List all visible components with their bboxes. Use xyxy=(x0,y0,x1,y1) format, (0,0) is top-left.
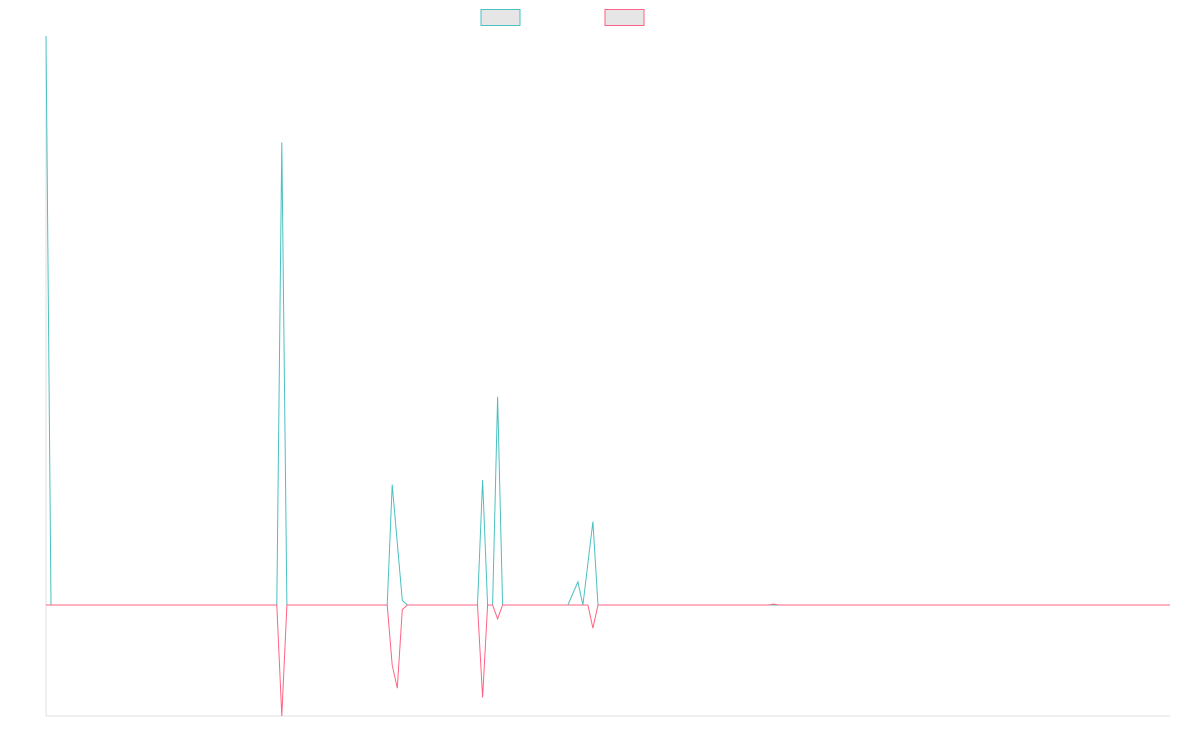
axes xyxy=(45,36,1170,717)
series-line-2 xyxy=(46,603,1170,717)
legend-swatch-2[interactable] xyxy=(604,9,645,26)
series-line-1 xyxy=(45,35,1170,606)
legend-swatch-1[interactable] xyxy=(480,9,521,26)
legend xyxy=(480,9,645,26)
series-group xyxy=(45,35,1170,717)
